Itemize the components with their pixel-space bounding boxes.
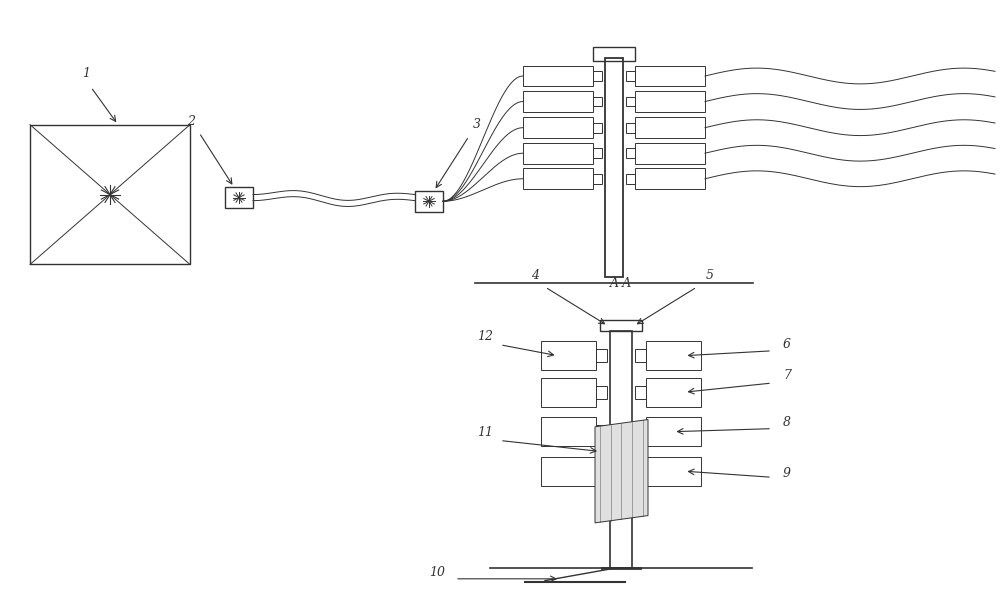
Bar: [635, 66, 705, 86]
Text: 9: 9: [783, 468, 791, 480]
Text: 11: 11: [477, 426, 493, 439]
Bar: [593, 71, 602, 81]
Text: 5: 5: [706, 269, 714, 282]
Bar: [646, 341, 701, 370]
Bar: [635, 465, 646, 478]
Bar: [646, 457, 701, 486]
Bar: [646, 417, 701, 446]
Text: 10: 10: [429, 567, 445, 579]
Bar: [523, 143, 593, 164]
Bar: [593, 148, 602, 158]
Bar: [596, 349, 607, 362]
Bar: [541, 378, 596, 407]
Bar: [523, 66, 593, 86]
Bar: [600, 320, 642, 331]
Polygon shape: [595, 420, 648, 523]
Bar: [225, 187, 253, 208]
Text: 6: 6: [783, 339, 791, 351]
Text: 4: 4: [531, 269, 539, 282]
Bar: [415, 191, 443, 212]
Bar: [541, 417, 596, 446]
Text: 7: 7: [783, 369, 791, 382]
Bar: [596, 426, 607, 438]
Bar: [635, 349, 646, 362]
Bar: [605, 58, 623, 277]
Bar: [596, 465, 607, 478]
Bar: [635, 91, 705, 112]
Bar: [635, 117, 705, 138]
Bar: [626, 71, 635, 81]
Bar: [523, 117, 593, 138]
Bar: [593, 47, 635, 61]
Bar: [30, 125, 190, 264]
Bar: [523, 168, 593, 189]
Text: 2: 2: [187, 115, 195, 128]
Bar: [635, 143, 705, 164]
Bar: [635, 386, 646, 399]
Bar: [596, 386, 607, 399]
Bar: [541, 457, 596, 486]
Bar: [593, 123, 602, 133]
Bar: [523, 91, 593, 112]
Bar: [593, 174, 602, 184]
Bar: [626, 97, 635, 106]
Bar: [626, 148, 635, 158]
Text: 8: 8: [783, 416, 791, 429]
Bar: [646, 378, 701, 407]
Text: 1: 1: [82, 67, 90, 80]
Bar: [593, 97, 602, 106]
Text: A-A: A-A: [610, 277, 632, 290]
Bar: [626, 123, 635, 133]
Bar: [635, 426, 646, 438]
Bar: [635, 168, 705, 189]
Bar: [541, 341, 596, 370]
Text: 12: 12: [477, 331, 493, 344]
Text: 3: 3: [473, 119, 481, 131]
Bar: [610, 331, 632, 568]
Bar: [626, 174, 635, 184]
